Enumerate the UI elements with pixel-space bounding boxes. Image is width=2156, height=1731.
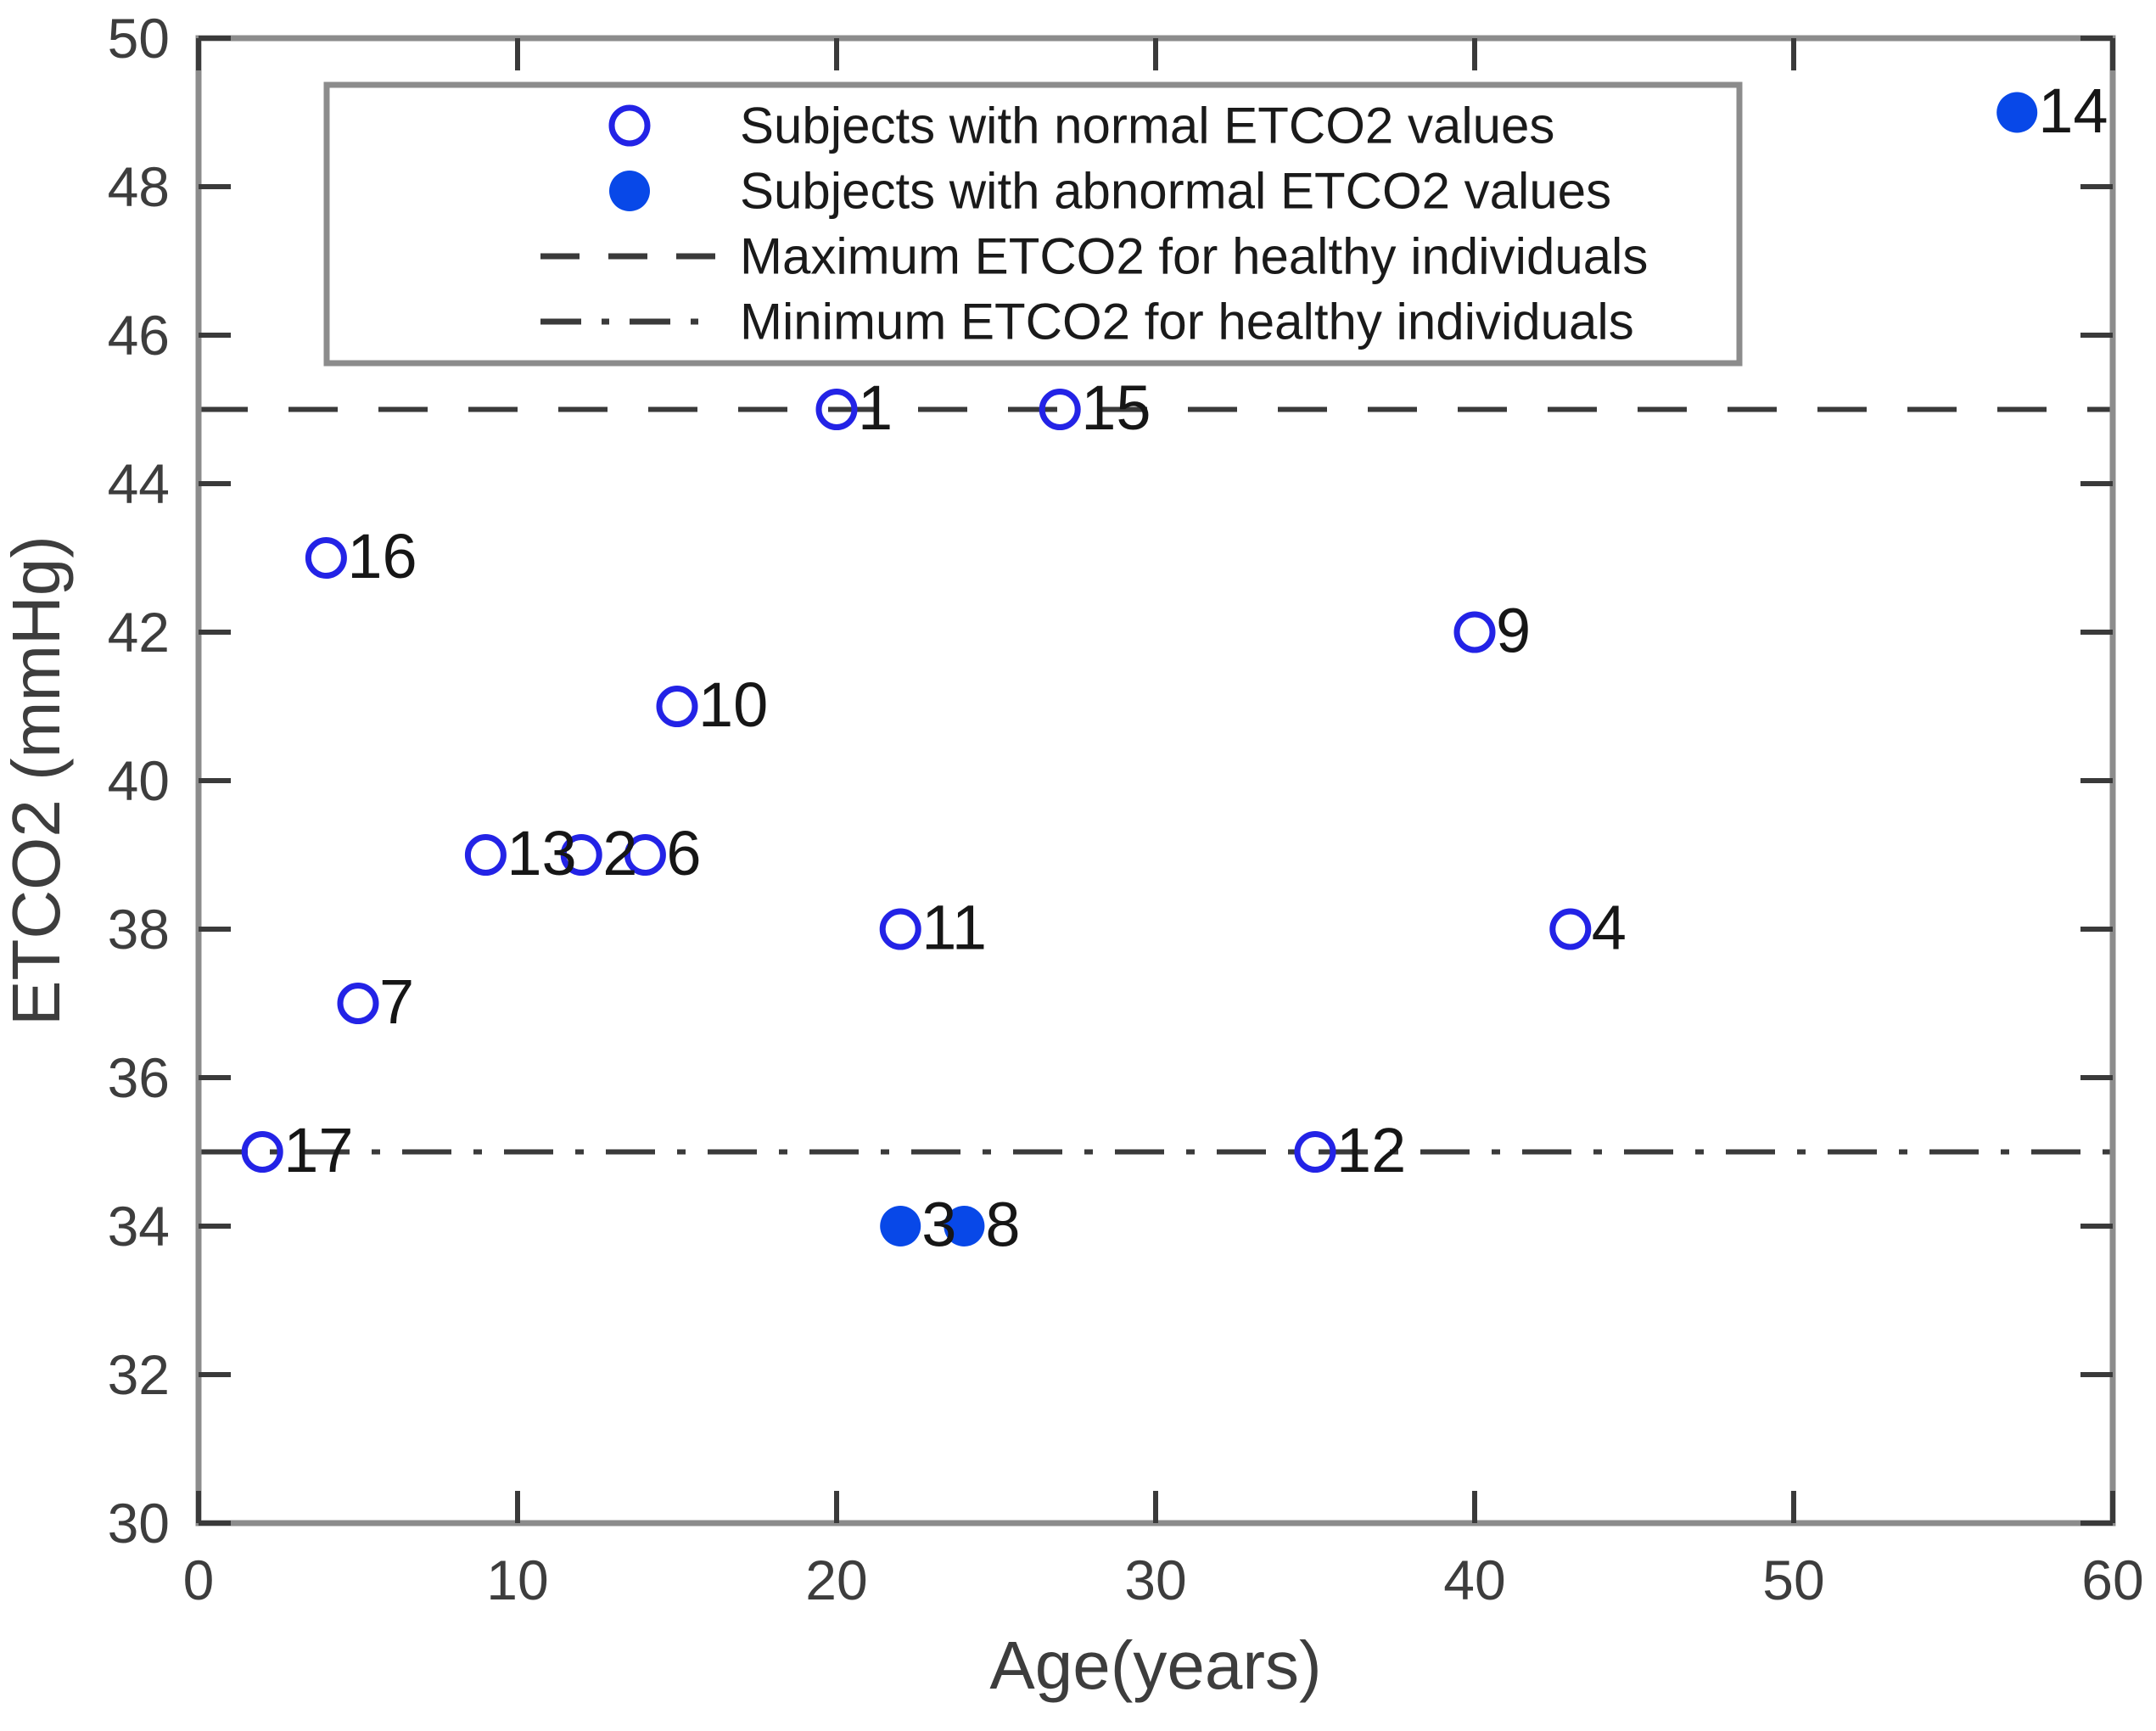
subject-label: 12 bbox=[1336, 1115, 1406, 1185]
legend-entry-label: Subjects with abnormal ETCO2 values bbox=[740, 163, 1611, 220]
subject-label: 11 bbox=[921, 893, 987, 963]
y-tick-label: 34 bbox=[108, 1195, 170, 1258]
subject-marker-open bbox=[464, 834, 507, 876]
legend-entry: Subjects with abnormal ETCO2 values bbox=[609, 163, 1611, 220]
x-tick-label: 30 bbox=[1124, 1549, 1186, 1611]
subject-label: 13 bbox=[507, 818, 576, 888]
legend-filled-circle-marker bbox=[609, 171, 650, 211]
subject-label: 14 bbox=[2038, 76, 2108, 146]
y-tick-label: 38 bbox=[108, 898, 170, 961]
y-tick-label: 32 bbox=[108, 1343, 170, 1406]
y-tick-label: 40 bbox=[108, 749, 170, 812]
subject-marker-filled bbox=[1996, 92, 2038, 133]
subject-label: 10 bbox=[698, 669, 768, 740]
subject-label: 1 bbox=[858, 373, 893, 443]
subject-marker-open bbox=[337, 983, 379, 1024]
legend-entry-label: Minimum ETCO2 for healthy individuals bbox=[740, 294, 1634, 350]
legend-entry: Subjects with normal ETCO2 values bbox=[608, 98, 1554, 154]
legend-entry-label: Subjects with normal ETCO2 values bbox=[740, 98, 1554, 154]
x-tick-label: 20 bbox=[805, 1549, 867, 1611]
subject-label: 2 bbox=[602, 818, 637, 888]
y-tick-label: 48 bbox=[108, 155, 170, 218]
subject-marker-open bbox=[624, 834, 666, 876]
legend-box bbox=[323, 81, 1743, 367]
legend-entry-label: Maximum ETCO2 for healthy individuals bbox=[740, 228, 1648, 285]
subject-label: 3 bbox=[921, 1190, 956, 1260]
y-tick-label: 50 bbox=[108, 7, 170, 70]
legend-open-circle-marker bbox=[608, 104, 651, 147]
x-tick-label: 60 bbox=[2081, 1549, 2143, 1611]
y-axis-label: ETCO2 (mmHg) bbox=[0, 535, 74, 1026]
subject-marker-open bbox=[815, 389, 858, 430]
legend-entry: Minimum ETCO2 for healthy individuals bbox=[540, 294, 1634, 350]
subject-label: 9 bbox=[1496, 596, 1531, 666]
subject-marker-open bbox=[1039, 389, 1081, 430]
subject-label: 4 bbox=[1592, 893, 1627, 963]
subject-label: 7 bbox=[379, 966, 414, 1037]
y-tick-label: 36 bbox=[108, 1046, 170, 1109]
subject-label: 6 bbox=[666, 818, 701, 888]
subject-label: 16 bbox=[347, 521, 417, 591]
x-axis-label: Age(years) bbox=[989, 1627, 1321, 1703]
subject-label: 15 bbox=[1081, 373, 1151, 443]
subject-marker-open bbox=[241, 1131, 283, 1173]
subject-marker-open bbox=[656, 686, 698, 727]
subject-marker-filled bbox=[944, 1206, 985, 1246]
x-tick-label: 40 bbox=[1443, 1549, 1505, 1611]
subject-marker-open bbox=[305, 537, 347, 579]
y-tick-label: 44 bbox=[108, 452, 170, 515]
subject-marker-open bbox=[879, 908, 921, 950]
subject-marker-open bbox=[1549, 908, 1592, 950]
subject-label: 17 bbox=[283, 1115, 353, 1185]
subject-marker-filled bbox=[880, 1206, 921, 1246]
legend: Subjects with normal ETCO2 values Subject… bbox=[323, 81, 1743, 367]
y-tick-label: 42 bbox=[108, 601, 170, 664]
y-tick-label: 46 bbox=[108, 304, 170, 367]
x-tick-label: 50 bbox=[1762, 1549, 1824, 1611]
subject-label: 8 bbox=[985, 1190, 1020, 1260]
subject-marker-open bbox=[1453, 611, 1496, 653]
y-tick-label: 30 bbox=[108, 1492, 170, 1555]
x-tick-label: 10 bbox=[486, 1549, 548, 1611]
x-tick-label: 0 bbox=[183, 1549, 215, 1611]
legend-entry: Maximum ETCO2 for healthy individuals bbox=[540, 228, 1648, 285]
subject-marker-open bbox=[1294, 1131, 1336, 1173]
subject-marker-open bbox=[560, 834, 602, 876]
